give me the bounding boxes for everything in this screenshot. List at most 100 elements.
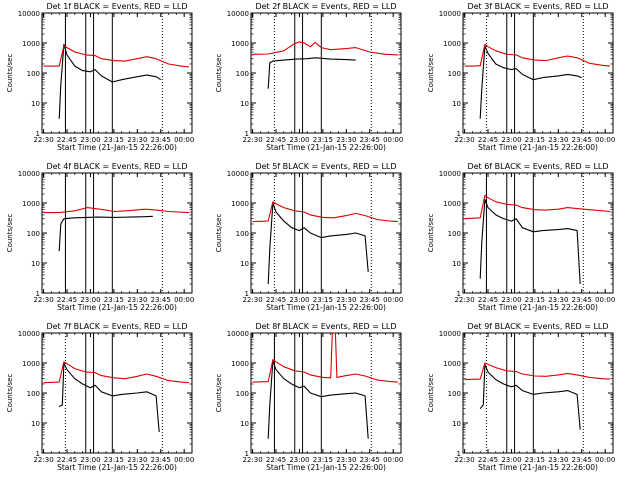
y-tick-label: 10 [31,420,40,428]
x-tick-label: 23:45 [151,296,171,304]
y-tick-label: 1 [457,450,461,458]
x-tick-label: 00:00 [383,136,403,144]
events-series-line [479,45,582,119]
x-tick-label: 23:00 [289,456,309,464]
x-tick-label: 23:00 [80,296,100,304]
y-tick-label: 100 [448,70,461,78]
y-tick-label: 1 [36,130,40,138]
x-tick-label: 22:30 [454,136,474,144]
lld-series-line [464,194,610,220]
x-tick-label: 00:00 [595,136,615,144]
chart-panel: Det 9f BLACK = Events, RED = LLD 1 10 100 10… [427,322,615,472]
x-tick-label: 22:30 [242,456,262,464]
x-tick-label: 22:30 [33,296,53,304]
y-tick-label: 100 [27,230,40,238]
y-tick-label: 1 [245,450,249,458]
x-axis-label: Start Time (21-Jan-15 22:26:00) [266,463,386,472]
y-tick-label: 100 [27,390,40,398]
x-tick-label: 22:45 [478,136,498,144]
y-tick-label: 10000 [227,330,249,338]
plot-area [43,173,189,293]
lld-series-line [252,333,398,383]
x-tick-label: 23:30 [336,136,356,144]
x-tick-label: 22:45 [57,296,77,304]
y-tick-label: 100 [236,70,249,78]
plot-frame [462,172,614,294]
x-tick-label: 23:15 [313,296,333,304]
chart-panel: Det 3f BLACK = Events, RED = LLD 1 10 100 10… [427,2,615,152]
events-series-line [267,57,356,89]
y-tick-label: 10000 [227,170,249,178]
x-tick-label: 22:45 [266,456,286,464]
events-series-line [58,362,160,433]
chart-panel: Det 8f BLACK = Events, RED = LLD 1 10 100 10… [215,322,403,472]
x-tick-label: 00:00 [595,296,615,304]
x-axis-label: Start Time (21-Jan-15 22:26:00) [57,303,177,312]
y-tick-label: 1000 [231,40,249,48]
y-tick-label: 1000 [443,360,461,368]
y-tick-label: 10000 [439,10,461,18]
plot-frame [250,172,402,294]
y-tick-label: 1 [36,450,40,458]
y-tick-label: 10 [240,100,249,108]
x-tick-label: 23:30 [336,296,356,304]
x-tick-label: 22:30 [33,136,53,144]
plot-area [464,13,610,133]
x-tick-label: 23:45 [360,136,380,144]
x-tick-label: 00:00 [595,456,615,464]
x-tick-label: 23:45 [572,456,592,464]
y-axis-label: Counts/sec [215,214,223,253]
events-series-line [267,360,369,439]
y-tick-label: 10 [240,420,249,428]
lld-series-line [43,207,189,214]
x-tick-label: 23:15 [525,456,545,464]
y-axis-label: Counts/sec [6,54,14,93]
y-tick-label: 1000 [443,40,461,48]
x-axis-label: Start Time (21-Jan-15 22:26:00) [266,143,386,152]
chart-panel: Det 4f BLACK = Events, RED = LLD 1 10 100 10… [6,162,194,312]
plot-frame [250,332,402,454]
y-tick-label: 1 [36,290,40,298]
y-tick-label: 1 [245,290,249,298]
chart-panel: Det 7f BLACK = Events, RED = LLD 1 10 100 10… [6,322,194,472]
x-tick-label: 23:45 [572,296,592,304]
x-tick-label: 23:15 [104,296,124,304]
x-tick-label: 00:00 [174,296,194,304]
events-series-line [58,43,162,119]
chart-title: Det 3f BLACK = Events, RED = LLD [467,2,608,11]
x-axis-label: Start Time (21-Jan-15 22:26:00) [57,143,177,152]
y-tick-label: 10000 [439,330,461,338]
x-tick-label: 23:30 [336,456,356,464]
plot-area [252,333,398,453]
x-tick-label: 00:00 [174,456,194,464]
x-tick-label: 23:15 [104,136,124,144]
chart-title: Det 1f BLACK = Events, RED = LLD [46,2,187,11]
y-tick-label: 1000 [22,360,40,368]
x-axis-label: Start Time (21-Jan-15 22:26:00) [478,463,598,472]
y-tick-label: 10 [452,260,461,268]
x-tick-label: 23:00 [289,136,309,144]
lld-series-line [464,43,610,67]
x-axis-label: Start Time (21-Jan-15 22:26:00) [266,303,386,312]
plot-frame [250,12,402,134]
y-tick-label: 10000 [439,170,461,178]
events-series-line [267,202,369,285]
y-tick-label: 100 [27,70,40,78]
lld-series-line [252,201,398,223]
x-axis-label: Start Time (21-Jan-15 22:26:00) [57,463,177,472]
y-tick-label: 100 [448,390,461,398]
chart-panel: Det 1f BLACK = Events, RED = LLD 1 10 100 10… [6,2,194,152]
x-tick-label: 23:45 [360,296,380,304]
events-series-line [58,215,153,252]
chart-panel: Det 6f BLACK = Events, RED = LLD 1 10 100 10… [427,162,615,312]
y-tick-label: 10000 [18,330,40,338]
y-tick-label: 100 [448,230,461,238]
chart-panel: Det 5f BLACK = Events, RED = LLD 1 10 100 10… [215,162,403,312]
chart-title: Det 7f BLACK = Events, RED = LLD [46,322,187,331]
x-tick-label: 22:45 [478,296,498,304]
y-tick-label: 10 [31,260,40,268]
y-tick-label: 10 [452,100,461,108]
chart-title: Det 8f BLACK = Events, RED = LLD [255,322,396,331]
x-tick-label: 22:45 [57,456,77,464]
lld-series-line [464,362,610,381]
